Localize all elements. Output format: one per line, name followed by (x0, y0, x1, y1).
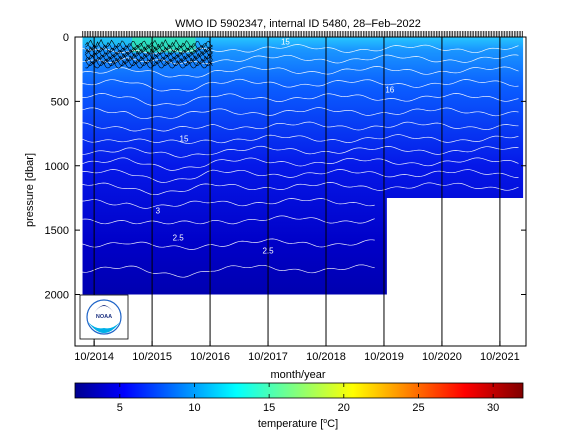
colorbar-tick-label: 25 (412, 402, 424, 414)
isotherm-line (82, 44, 519, 55)
upper-contour-line (85, 59, 213, 69)
contour-label: 2.5 (173, 233, 185, 242)
y-axis-label: pressure [dbar] (24, 153, 36, 227)
contour-label: 15 (281, 38, 290, 47)
plot-frame (74, 36, 527, 347)
y-tick-label: 1500 (45, 225, 69, 237)
isotherm-line (82, 157, 519, 171)
isotherm-line (82, 169, 519, 183)
x-tick-label: 10/2016 (190, 351, 230, 363)
noaa-logo: NOAA (79, 294, 129, 340)
noaa-logo-text: NOAA (96, 314, 112, 320)
y-tick-label: 0 (63, 32, 69, 44)
chart-title: WMO ID 5902347, internal ID 5480, 28–Feb… (175, 18, 421, 30)
colorbar-ticks: 5 10 15 20 25 30 (117, 383, 499, 414)
colorbar-tick-label: 15 (263, 402, 275, 414)
upper-contour-line (85, 55, 213, 64)
isotherm-line (82, 66, 519, 78)
colorbar (74, 382, 524, 399)
colorbar-label: temperature [oC] (258, 418, 338, 430)
contour-label: 16 (385, 85, 394, 94)
y-tick-label: 2000 (45, 290, 69, 302)
colorbar-tick-label: 10 (188, 402, 200, 414)
x-tick-label: 10/2018 (306, 351, 346, 363)
y-tick-label: 1000 (45, 161, 69, 173)
contour-label: 15 (180, 134, 189, 143)
isotherm-line (82, 182, 519, 196)
y-tick-label: 500 (51, 96, 69, 108)
axes: 0 500 1000 1500 2000 10/2014 10/2015 10/2016 10/… (45, 31, 526, 363)
colorbar-tick-label: 20 (338, 402, 350, 414)
upper-contour-line (85, 43, 213, 53)
colorbar-tick-label: 5 (117, 402, 123, 414)
isotherm-line (82, 121, 519, 132)
x-tick-label: 10/2015 (132, 351, 172, 363)
isotherm-line (82, 93, 519, 106)
isotherm-line (82, 134, 519, 144)
x-tick-label: 10/2014 (74, 351, 114, 363)
plot-content: 3 2.5 2.5 16 15 15 (82, 37, 524, 346)
colorbar-label-main: temperature [ (258, 418, 323, 430)
x-tick-label: 10/2021 (480, 351, 520, 363)
upper-contour-line (85, 50, 213, 60)
isotherm-line (82, 54, 519, 65)
upper-contour-line (85, 57, 213, 67)
colorbar-label-unit: C] (327, 418, 338, 430)
isotherm-line (82, 78, 519, 92)
x-tick-label: 10/2019 (364, 351, 404, 363)
colorbar-label-degree: o (323, 418, 327, 425)
isotherm-line (82, 145, 519, 158)
contour-label: 3 (156, 206, 161, 215)
colorbar-tick-label: 30 (487, 402, 499, 414)
x-axis-label: month/year (270, 369, 325, 381)
x-tick-label: 10/2017 (248, 351, 288, 363)
warm-surface-patch (82, 37, 132, 45)
isotherm-line (82, 107, 519, 120)
contour-label: 2.5 (262, 246, 274, 255)
x-tick-label: 10/2020 (422, 351, 462, 363)
